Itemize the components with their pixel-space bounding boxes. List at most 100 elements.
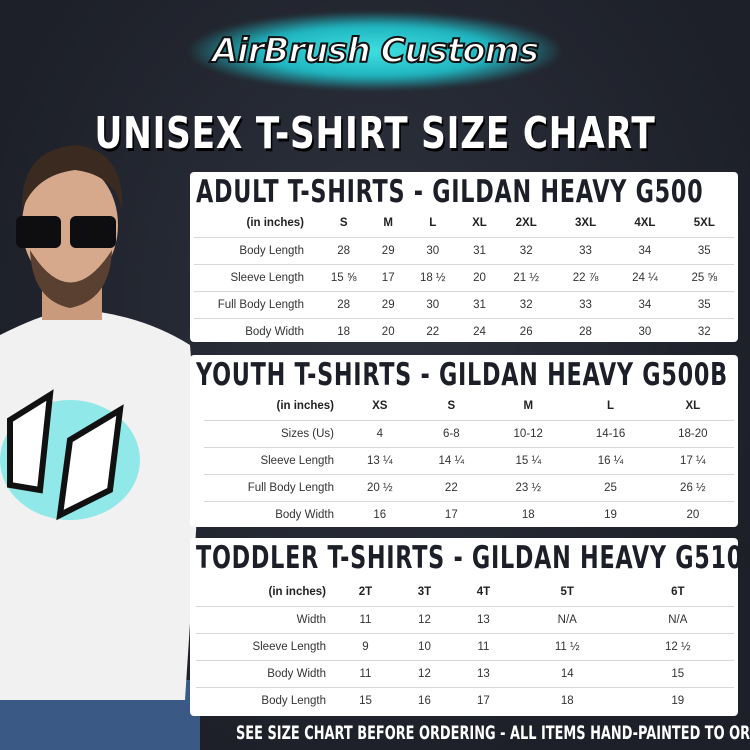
measurement-cell: 34 bbox=[615, 291, 675, 319]
row-label: Sleeve Length bbox=[194, 264, 314, 292]
sunglasses-right bbox=[70, 216, 116, 248]
toddler-size-panel: TODDLER T-SHIRTS - GILDAN HEAVY G510P (i… bbox=[190, 538, 750, 716]
measurement-cell: 17 bbox=[444, 508, 458, 521]
model-photo bbox=[0, 145, 200, 750]
measurement-cell: 13 bbox=[453, 606, 513, 634]
row-label: Sizes (Us) bbox=[204, 420, 344, 448]
table-row: Full Body Length 28 29 30 31 32 33 34 35 bbox=[194, 291, 734, 319]
measurement-cell: 16 bbox=[373, 508, 387, 521]
measurement-cell: 6-8 bbox=[415, 420, 488, 448]
measurement-cell: 16 ¼ bbox=[569, 447, 652, 475]
unit-label: (in inches) bbox=[204, 393, 344, 421]
measurement-cell: 32 bbox=[697, 325, 711, 338]
measurement-cell: 18-20 bbox=[651, 420, 734, 448]
size-column-header: 6T bbox=[621, 579, 734, 607]
row-label: Body Width bbox=[196, 660, 336, 688]
size-column-header: 4XL bbox=[615, 210, 675, 238]
measurement-cell: 35 bbox=[674, 237, 734, 265]
measurement-cell: 22 bbox=[415, 474, 488, 502]
measurement-cell: 19 bbox=[604, 508, 617, 521]
table-row: Body Width 18 20 22 24 26 28 30 32 bbox=[194, 318, 734, 345]
page-title: UNISEX T-SHIRT SIZE CHART bbox=[94, 108, 656, 159]
measurement-cell: 10 bbox=[394, 633, 454, 661]
measurement-cell: 17 bbox=[373, 264, 404, 292]
measurement-cell: 23 ½ bbox=[487, 474, 570, 502]
size-column-header: M bbox=[487, 393, 570, 421]
row-label: Full Body Length bbox=[194, 291, 314, 319]
measurement-cell: N/A bbox=[621, 606, 734, 634]
adult-size-panel: ADULT T-SHIRTS - GILDAN HEAVY G500 (in i… bbox=[190, 172, 738, 342]
measurement-cell: 29 bbox=[373, 237, 404, 265]
measurement-cell: 33 bbox=[555, 291, 616, 319]
row-label: Body Width bbox=[245, 325, 304, 338]
row-label: Sleeve Length bbox=[204, 447, 344, 475]
size-column-header: 2XL bbox=[496, 210, 556, 238]
measurement-cell: 25 ⅝ bbox=[674, 264, 734, 292]
table-row: Sizes (Us) 4 6-8 10-12 14-16 18-20 bbox=[204, 420, 734, 448]
measurement-cell: 15 ¼ bbox=[487, 447, 570, 475]
table-row: Body Width 11 12 13 14 15 bbox=[196, 660, 734, 688]
measurement-cell: 13 bbox=[453, 660, 513, 688]
measurement-cell: 33 bbox=[555, 237, 616, 265]
measurement-cell: 20 bbox=[381, 325, 395, 338]
table-header-row: (in inches) S M L XL 2XL 3XL 4XL 5XL bbox=[194, 210, 734, 238]
measurement-cell: 24 bbox=[473, 325, 486, 338]
measurement-cell: 30 bbox=[403, 291, 463, 319]
measurement-cell: 15 ⅝ bbox=[314, 264, 374, 292]
adult-size-table: (in inches) S M L XL 2XL 3XL 4XL 5XL Body Length 2… bbox=[194, 210, 734, 345]
table-row: Sleeve Length 9 10 11 11 ½ 12 ½ bbox=[196, 633, 734, 661]
toddler-panel-title: TODDLER T-SHIRTS - GILDAN HEAVY G510P bbox=[196, 540, 750, 576]
table-header-row: (in inches) XS S M L XL bbox=[204, 393, 734, 421]
measurement-cell: 17 ¼ bbox=[651, 447, 734, 475]
measurement-cell: 21 ½ bbox=[496, 264, 556, 292]
measurement-cell: 20 bbox=[686, 508, 700, 521]
measurement-cell: 18 bbox=[521, 508, 535, 521]
row-label: Full Body Length bbox=[204, 474, 344, 502]
shirt-graffiti-art bbox=[7, 389, 124, 521]
logo-paint-splash bbox=[190, 12, 560, 90]
row-label: Body Length bbox=[261, 694, 326, 707]
measurement-cell: 28 bbox=[579, 325, 592, 338]
measurement-cell: 30 bbox=[403, 237, 463, 265]
hair bbox=[21, 145, 123, 210]
measurement-cell: 22 bbox=[426, 325, 440, 338]
measurement-cell: 26 ½ bbox=[651, 474, 734, 502]
sunglasses-left bbox=[16, 216, 61, 248]
measurement-cell: 16 bbox=[418, 694, 431, 707]
youth-panel-title: YOUTH T-SHIRTS - GILDAN HEAVY G500B bbox=[196, 357, 728, 393]
unit-label: (in inches) bbox=[194, 210, 314, 238]
table-row: Full Body Length 20 ½ 22 23 ½ 25 26 ½ bbox=[204, 474, 734, 502]
size-column-header: 3T bbox=[394, 579, 454, 607]
measurement-cell: 18 ½ bbox=[403, 264, 463, 292]
measurement-cell: 22 ⅞ bbox=[555, 264, 616, 292]
measurement-cell: 26 bbox=[519, 325, 533, 338]
size-column-header: S bbox=[314, 210, 374, 238]
measurement-cell: 11 bbox=[336, 660, 395, 688]
size-column-header: XL bbox=[462, 210, 497, 238]
size-column-header: 4T bbox=[453, 579, 513, 607]
size-column-header: M bbox=[373, 210, 404, 238]
measurement-cell: N/A bbox=[512, 606, 622, 634]
measurement-cell: 28 bbox=[314, 291, 374, 319]
row-label: Body Width bbox=[275, 508, 334, 521]
measurement-cell: 12 ½ bbox=[621, 633, 734, 661]
measurement-cell: 17 bbox=[477, 694, 490, 707]
measurement-cell: 14-16 bbox=[569, 420, 652, 448]
measurement-cell: 15 bbox=[621, 660, 734, 688]
table-header-row: (in inches) 2T 3T 4T 5T 6T bbox=[196, 579, 734, 607]
measurement-cell: 13 ¼ bbox=[344, 447, 416, 475]
measurement-cell: 18 bbox=[337, 325, 351, 338]
size-column-header: 5T bbox=[512, 579, 622, 607]
measurement-cell: 34 bbox=[615, 237, 675, 265]
table-row: Body Length 15 16 17 18 19 bbox=[196, 687, 734, 714]
measurement-cell: 15 bbox=[359, 694, 372, 707]
measurement-cell: 14 ¼ bbox=[415, 447, 488, 475]
row-label: Sleeve Length bbox=[196, 633, 336, 661]
youth-size-panel: YOUTH T-SHIRTS - GILDAN HEAVY G500B (in … bbox=[190, 355, 738, 527]
measurement-cell: 20 bbox=[462, 264, 497, 292]
youth-size-table: (in inches) XS S M L XL Sizes (Us) 4 6-8 10-12 14-… bbox=[204, 393, 734, 528]
measurement-cell: 30 bbox=[638, 325, 652, 338]
measurement-cell: 32 bbox=[496, 291, 556, 319]
table-row: Sleeve Length 15 ⅝ 17 18 ½ 20 21 ½ 22 ⅞ 24 ¼ 25 … bbox=[194, 264, 734, 292]
table-row: Body Width 16 17 18 19 20 bbox=[204, 501, 734, 528]
